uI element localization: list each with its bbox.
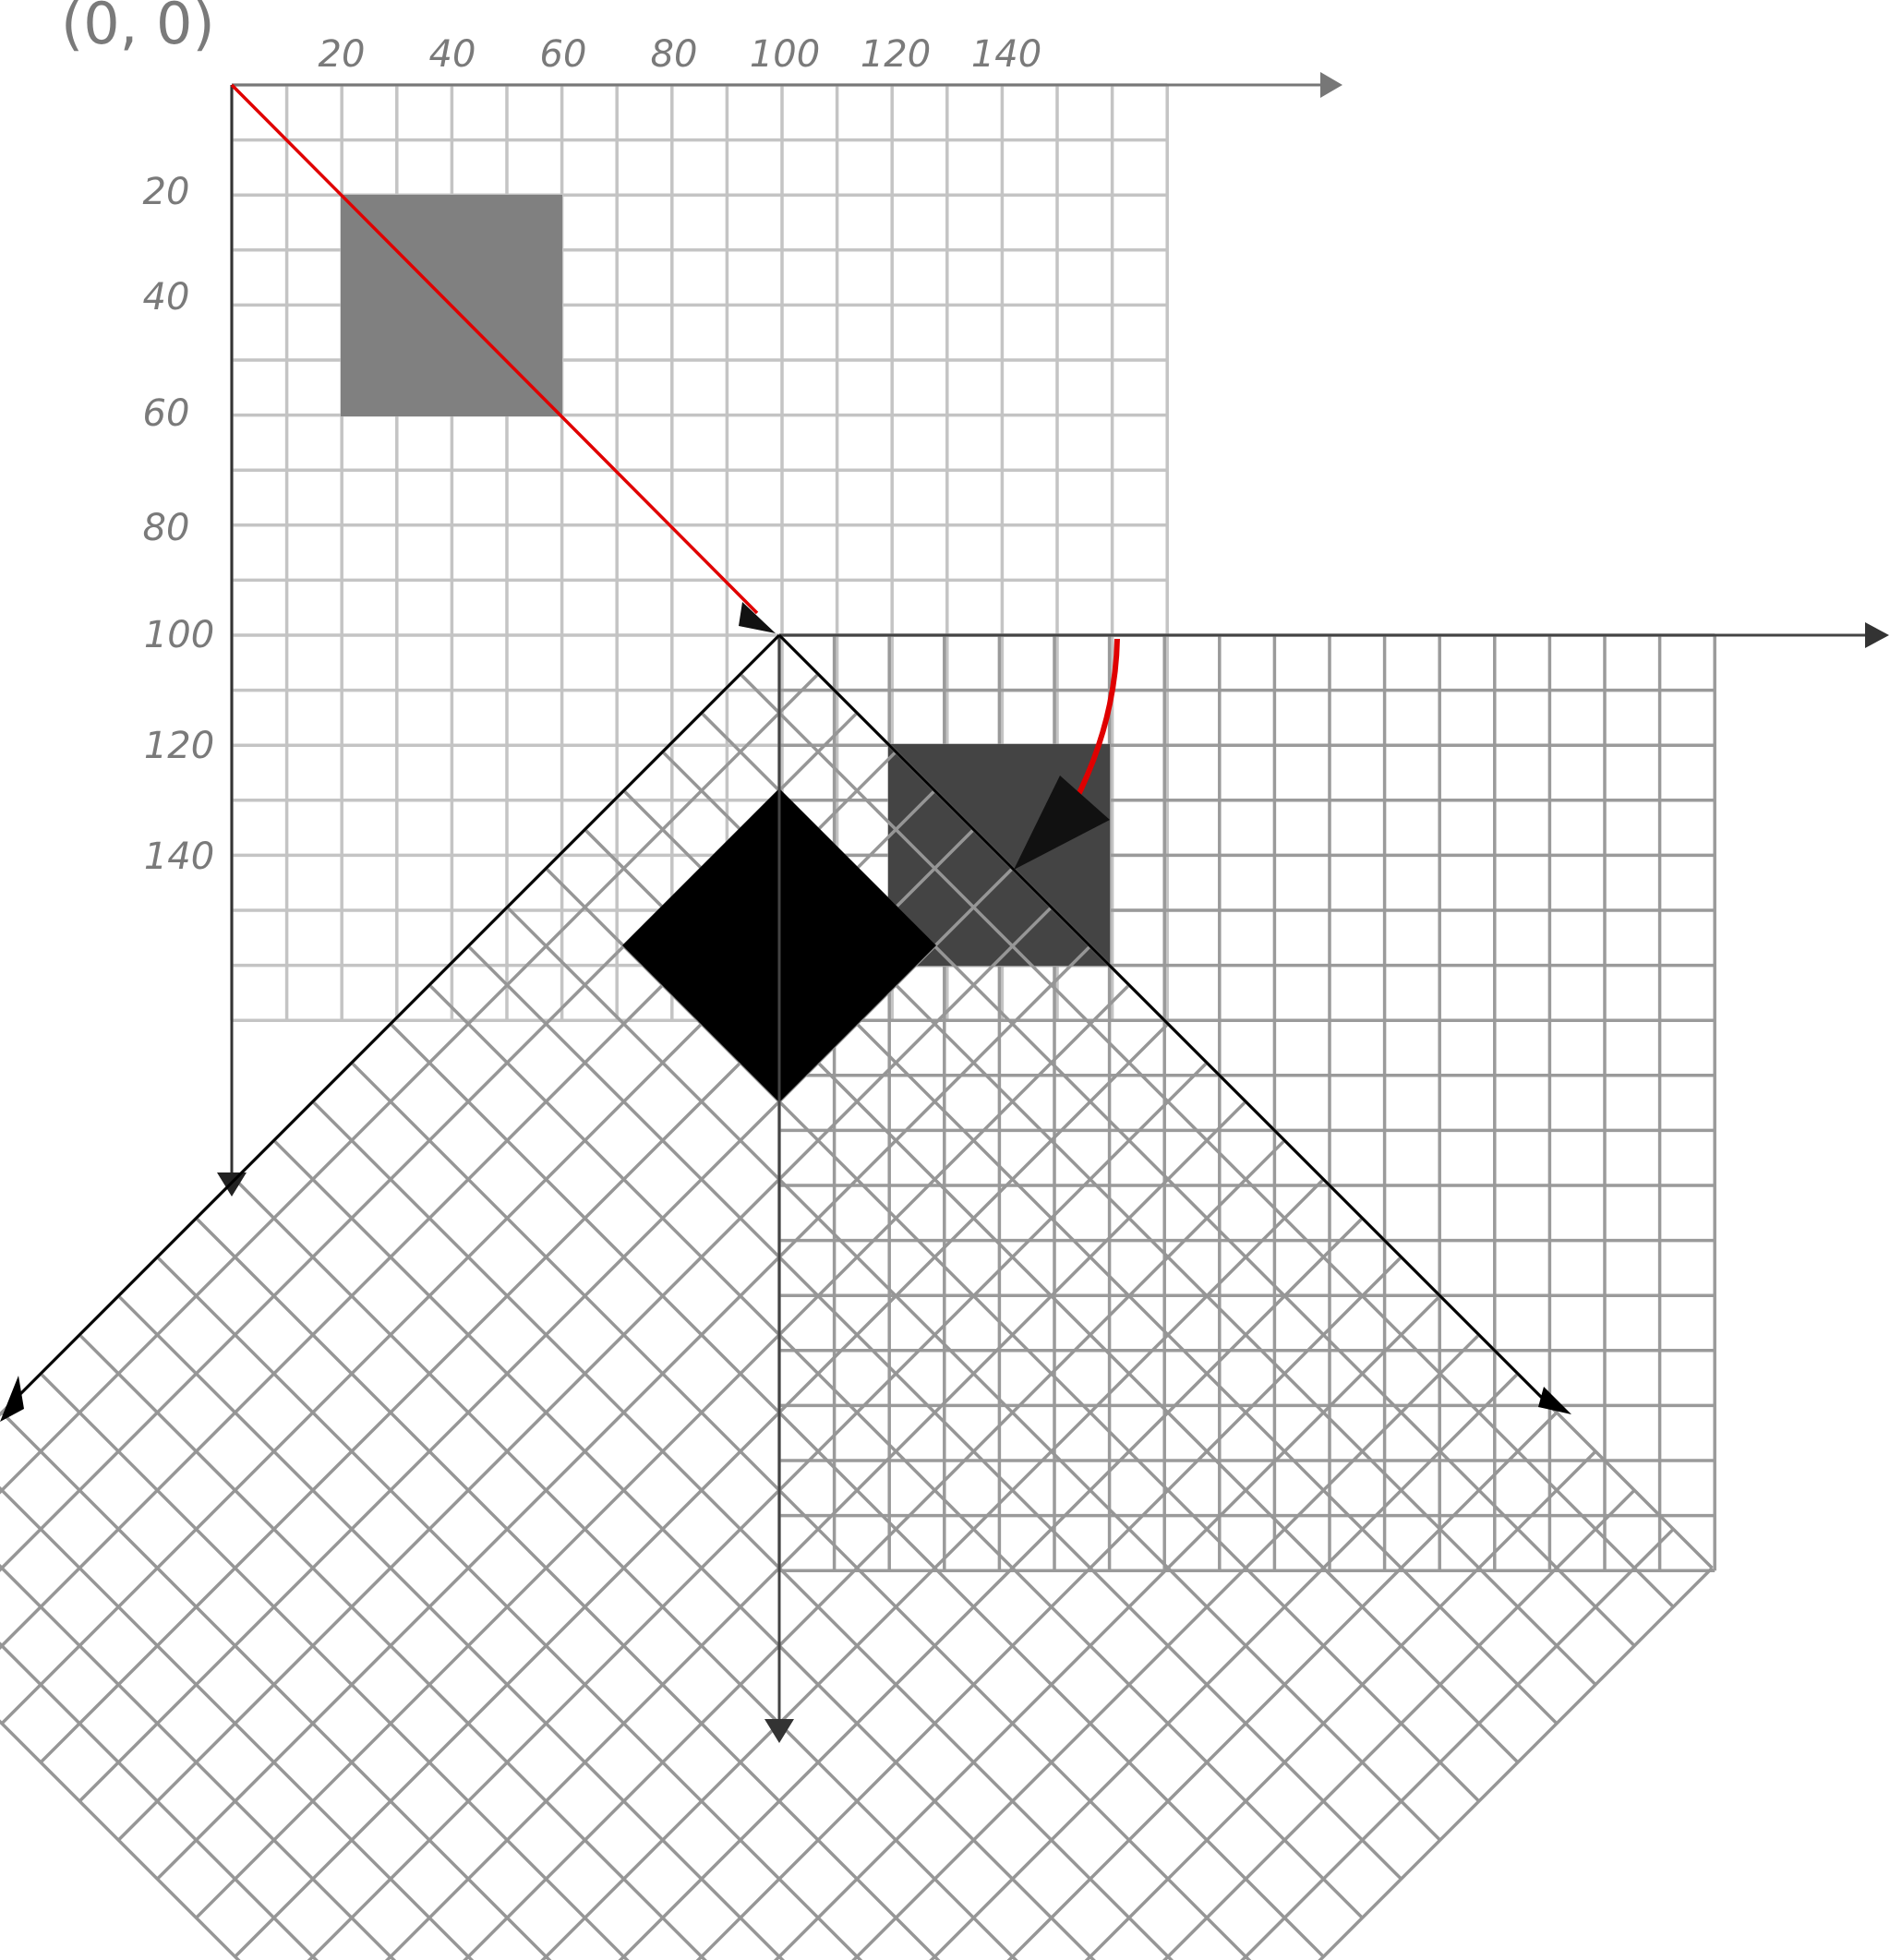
rotated-grid-line [0, 672, 820, 1495]
rotated-grid-line [618, 1217, 1364, 1960]
x-tick-label: 100 [750, 33, 820, 76]
rotated-grid-line [78, 1333, 707, 1960]
rotated-grid-line [695, 1256, 1402, 1960]
rotated-grid [0, 633, 1714, 1960]
rotated-grid-line [1318, 1567, 1714, 1960]
y-tick-label: 100 [144, 614, 214, 656]
x-tick-label: 20 [319, 33, 366, 76]
y-tick-label: 80 [143, 507, 190, 549]
rotated-grid-line [851, 1333, 1481, 1960]
rotated-grid-line [195, 1217, 941, 1960]
original-x-axis-arrowhead [1320, 72, 1342, 98]
y-tick-label: 40 [143, 276, 190, 319]
rotated-grid-line [39, 1372, 630, 1960]
x-tick-label: 60 [540, 33, 587, 76]
rotated-grid-line [0, 1411, 552, 1960]
rotated-grid-line [0, 1719, 241, 1960]
x-tick-label: 80 [651, 33, 698, 76]
rotated-x-axis [777, 633, 1553, 1409]
rotated-grid-line [0, 1485, 475, 1960]
y-tick-label: 140 [144, 836, 214, 878]
x-tick-label: 140 [971, 33, 1041, 76]
rotated-grid-line [1162, 1488, 1636, 1960]
y-tick-label: 60 [143, 392, 190, 435]
y-tick-label: 20 [143, 171, 190, 213]
rotated-grid-line [117, 1294, 786, 1960]
rotated-grid-line [0, 1641, 319, 1960]
rotated-y-axis [17, 633, 781, 1398]
rotated-grid-line [929, 1372, 1520, 1960]
rotated-grid-line [0, 1563, 397, 1960]
x-tick-label: 40 [429, 33, 476, 76]
x-tick-label: 120 [861, 33, 931, 76]
rotated-grid-line [773, 1294, 1441, 1960]
translated-x-axis-arrowhead [1865, 622, 1889, 648]
rotated-grid-line [156, 1256, 863, 1960]
rotated-grid-line [272, 1139, 1096, 1960]
translation-arrow [230, 83, 759, 615]
translated-y-axis-arrowhead [764, 1719, 794, 1743]
rotated-y-axis-arrowhead [0, 1376, 24, 1422]
y-axis-tick-labels: 20 40 60 80 100 120 140 [143, 171, 215, 878]
translation-arrowhead [739, 602, 776, 633]
rotated-grid-line [463, 1139, 1286, 1960]
x-axis-tick-labels: 20 40 60 80 100 120 140 [319, 33, 1042, 76]
rotated-grid-line [1240, 1528, 1675, 1960]
rotation-arrowhead [1014, 776, 1110, 870]
rotated-grid-line [1084, 1449, 1597, 1960]
rotated-grid-line [1006, 1411, 1559, 1960]
y-tick-label: 120 [144, 725, 214, 767]
origin-label: (0, 0) [61, 0, 215, 57]
rotated-x-axis-arrowhead [1538, 1387, 1571, 1414]
